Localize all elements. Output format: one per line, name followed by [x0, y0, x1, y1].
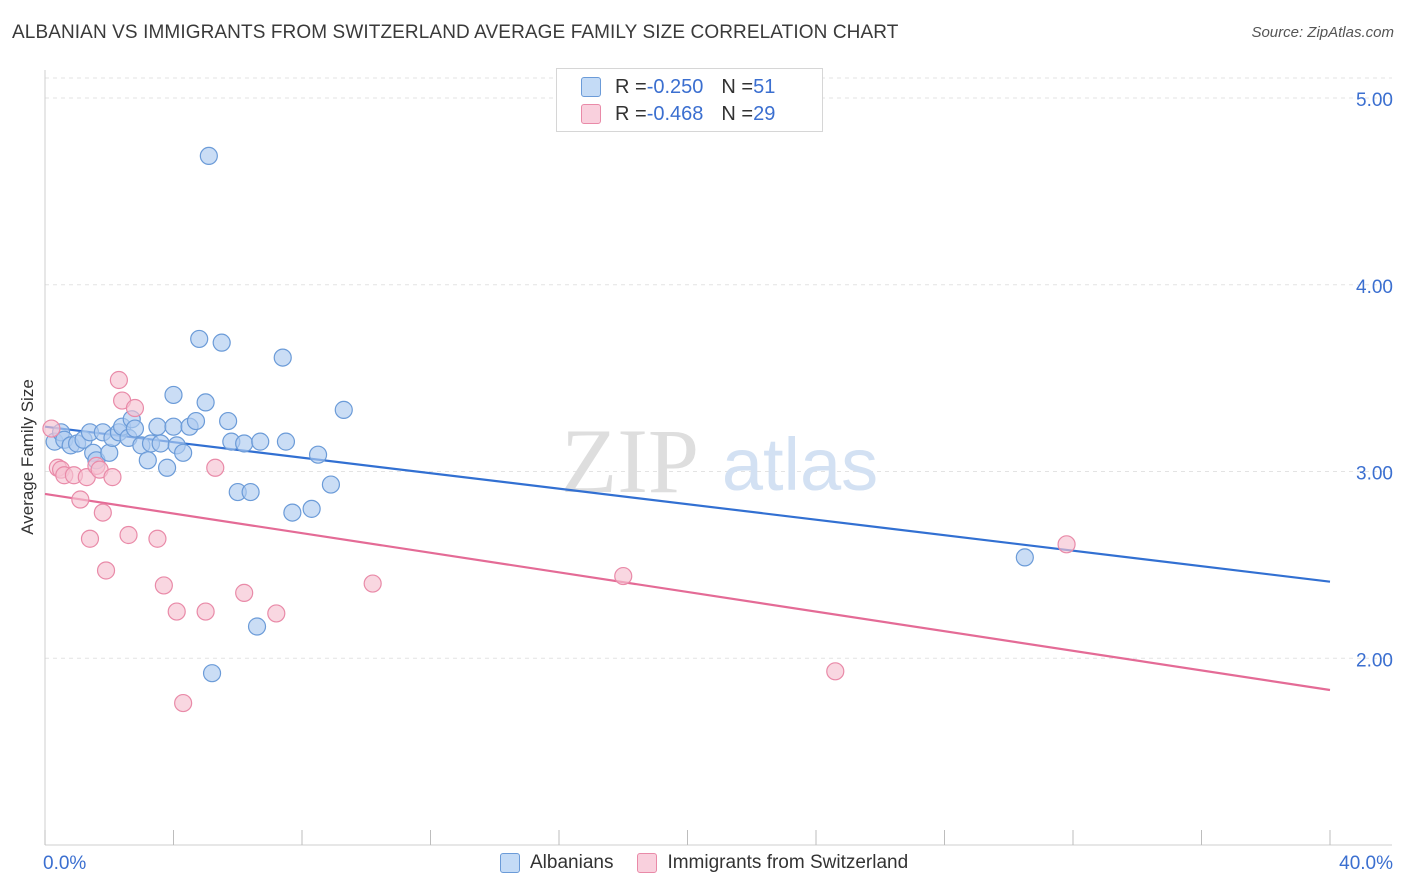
point-switzerland — [614, 566, 633, 586]
point-albanian — [100, 443, 119, 462]
chart-title: ALBANIAN VS IMMIGRANTS FROM SWITZERLAND … — [12, 22, 899, 43]
x-tick-label-start: 0.0% — [43, 853, 86, 874]
point-albanian — [219, 411, 238, 431]
legend-r-value: -0.250 — [646, 75, 704, 98]
grid-lines — [45, 77, 1392, 659]
point-albanian — [148, 417, 167, 436]
watermark-zip: ZIP — [561, 410, 699, 512]
source-label: Source: ZipAtlas.com — [1251, 24, 1394, 41]
point-switzerland — [148, 529, 167, 548]
point-albanian — [251, 432, 270, 451]
point-albanian — [212, 333, 231, 352]
point-albanian — [196, 393, 215, 412]
point-switzerland — [42, 419, 61, 438]
series-label-switzerland: Immigrants from Switzerland — [667, 852, 909, 873]
point-switzerland — [109, 370, 128, 390]
y-axis-label: Average Family Size — [18, 379, 37, 535]
y-tick-label: 2.00 — [1356, 650, 1393, 671]
point-albanian — [202, 664, 222, 683]
point-switzerland — [167, 602, 186, 621]
point-switzerland — [267, 604, 286, 623]
point-switzerland — [125, 398, 145, 418]
legend-r-label: R = — [615, 75, 647, 98]
point-albanian — [283, 503, 302, 522]
point-albanian — [164, 417, 183, 436]
point-albanian — [302, 499, 321, 518]
x-tick-label-end: 40.0% — [1339, 853, 1393, 874]
legend-r-label: R = — [615, 102, 647, 125]
point-albanian — [138, 451, 157, 470]
point-switzerland — [206, 458, 225, 477]
series-swatch-blue — [500, 853, 520, 873]
point-albanian — [174, 443, 193, 462]
point-albanian — [247, 617, 267, 636]
point-albanian — [151, 434, 170, 453]
watermark-atlas: atlas — [722, 423, 878, 506]
legend-r-value: -0.468 — [646, 102, 704, 125]
point-switzerland — [826, 662, 845, 681]
point-albanian — [157, 458, 177, 477]
point-switzerland — [235, 583, 254, 602]
point-albanian — [199, 146, 218, 166]
point-albanian — [186, 411, 206, 431]
legend-swatch-blue — [581, 77, 601, 97]
trend-lines — [44, 425, 1331, 692]
y-tick-label: 4.00 — [1356, 277, 1393, 298]
axes — [44, 70, 1392, 846]
point-switzerland — [119, 525, 138, 545]
legend-n-label: N = — [721, 102, 754, 125]
point-switzerland — [96, 561, 116, 580]
point-albanian — [125, 419, 145, 438]
point-switzerland — [154, 576, 173, 595]
watermark: ZIP atlas — [561, 410, 878, 512]
point-albanian — [241, 482, 260, 502]
point-albanian — [308, 445, 328, 464]
point-switzerland — [103, 468, 122, 487]
point-albanian — [164, 385, 183, 405]
correlation-legend: R = -0.250 N = 51 R = -0.468 N = 29 — [556, 68, 823, 132]
trend-line-switzerland — [44, 492, 1331, 692]
legend-swatch-pink — [581, 104, 601, 124]
point-switzerland — [363, 574, 382, 593]
point-albanian — [321, 475, 341, 494]
point-albanian — [235, 434, 254, 453]
point-switzerland — [80, 529, 100, 548]
point-switzerland — [93, 503, 112, 522]
trend-line-albanian — [44, 425, 1331, 583]
point-albanian — [1015, 548, 1034, 567]
point-albanian — [273, 348, 292, 367]
point-albanian — [276, 432, 296, 451]
legend-n-value: 51 — [753, 75, 776, 98]
series-label-albanians: Albanians — [530, 852, 614, 873]
point-albanian — [190, 329, 209, 349]
series-legend-switzerland: Immigrants from Switzerland — [637, 852, 908, 874]
point-albanian — [334, 400, 353, 419]
legend-n-label: N = — [721, 75, 754, 98]
series-legend-albanians: Albanians — [500, 852, 613, 874]
tick-labels: 2.00 3.00 4.00 5.00 0.0% 40.0% — [43, 90, 1393, 874]
y-tick-label: 5.00 — [1356, 90, 1393, 111]
series-legend: Albanians Immigrants from Switzerland — [500, 852, 932, 874]
legend-n-value: 29 — [753, 102, 776, 125]
legend-row-switzerland: R = -0.468 N = 29 — [581, 101, 775, 127]
point-switzerland — [174, 693, 193, 713]
legend-row-albanians: R = -0.250 N = 51 — [581, 74, 775, 100]
point-switzerland — [1057, 535, 1076, 554]
point-switzerland — [71, 490, 90, 509]
y-tick-label: 3.00 — [1356, 464, 1393, 485]
point-switzerland — [196, 602, 215, 621]
data-points — [42, 146, 1076, 713]
series-swatch-pink — [637, 853, 658, 873]
